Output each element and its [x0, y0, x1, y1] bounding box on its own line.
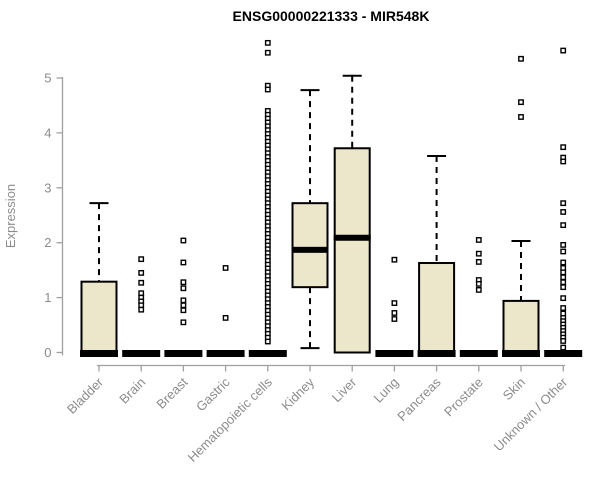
zero-median-bar — [248, 350, 287, 357]
outlier-point — [391, 316, 398, 322]
median-line — [291, 246, 329, 253]
x-tick-label: Skin — [500, 375, 528, 403]
outlier-point — [138, 306, 145, 313]
outlier-point — [475, 280, 482, 287]
outlier-point — [560, 200, 567, 207]
chart-title: ENSG00000221333 - MIR548K — [233, 8, 430, 24]
outlier-point — [138, 269, 145, 276]
y-tick-label: 1 — [44, 290, 51, 305]
outlier-point — [180, 302, 187, 309]
outlier-point — [180, 259, 187, 266]
outlier-point — [560, 248, 567, 255]
outlier-point — [264, 39, 271, 46]
y-tick-label: 2 — [44, 235, 51, 250]
x-tick-label: Lung — [370, 375, 401, 406]
zero-median-bar — [417, 350, 456, 357]
median-line — [333, 234, 371, 241]
box — [291, 202, 329, 289]
outlier-point — [180, 297, 187, 304]
outlier-point — [560, 279, 567, 286]
x-tick-label: Breast — [153, 374, 190, 411]
x-tick-label: Brain — [116, 375, 148, 407]
outlier-point — [560, 144, 567, 151]
box — [502, 299, 540, 354]
box — [333, 147, 371, 354]
x-tick-label: Kidney — [278, 374, 317, 413]
outlier-point — [138, 279, 145, 286]
outlier-point — [560, 259, 567, 266]
y-axis-label: Expression — [3, 184, 18, 248]
outlier-point — [180, 285, 187, 292]
outlier-point — [560, 158, 567, 165]
outlier-point — [475, 250, 482, 257]
y-tick-label: 0 — [44, 345, 51, 360]
outlier-point — [391, 300, 398, 306]
outlier-point — [560, 47, 567, 54]
x-tick-label: Gastric — [193, 374, 233, 414]
x-tick-label: Liver — [329, 374, 360, 405]
y-tick-label: 3 — [44, 180, 51, 195]
x-tick-label: Bladder — [64, 374, 107, 417]
outlier-point — [264, 338, 271, 345]
box — [80, 280, 118, 354]
outlier-point — [264, 49, 271, 56]
x-tick-label: Pancreas — [394, 374, 444, 424]
outlier-point — [475, 259, 482, 265]
zero-median-bar — [122, 350, 161, 357]
zero-median-bar — [164, 350, 203, 357]
zero-median-bar — [375, 350, 414, 357]
outlier-point — [391, 310, 398, 316]
outlier-point — [180, 307, 187, 314]
outlier-point — [475, 287, 482, 293]
outlier-point — [560, 209, 567, 215]
x-tick-label: Unknown / Other — [491, 374, 571, 454]
outlier-point — [180, 319, 187, 326]
outlier-point — [264, 86, 271, 93]
y-tick-label: 4 — [44, 125, 51, 140]
box — [418, 262, 456, 354]
outlier-point — [560, 274, 567, 281]
outlier-point — [138, 256, 145, 263]
outlier-point — [518, 114, 524, 120]
zero-median-bar — [80, 350, 118, 357]
outlier-point — [560, 305, 567, 311]
outlier-point — [180, 237, 187, 244]
zero-median-bar — [544, 350, 583, 357]
outlier-point — [560, 284, 567, 291]
zero-median-bar — [459, 350, 498, 357]
outlier-point — [560, 241, 567, 248]
y-tick-label: 5 — [44, 71, 51, 86]
outlier-point — [560, 338, 567, 344]
outlier-point — [222, 265, 229, 271]
zero-median-bar — [502, 350, 540, 357]
outlier-point — [180, 279, 187, 286]
zero-median-bar — [206, 350, 245, 357]
outlier-point — [560, 344, 567, 351]
outlier-point — [518, 55, 524, 62]
outlier-point — [560, 269, 567, 276]
outlier-point — [475, 237, 482, 243]
outlier-point — [222, 315, 229, 321]
outlier-point — [391, 256, 398, 263]
outlier-point — [560, 295, 567, 302]
outlier-point — [560, 222, 567, 229]
x-tick-label: Prostate — [441, 375, 486, 420]
outlier-point — [518, 99, 524, 106]
